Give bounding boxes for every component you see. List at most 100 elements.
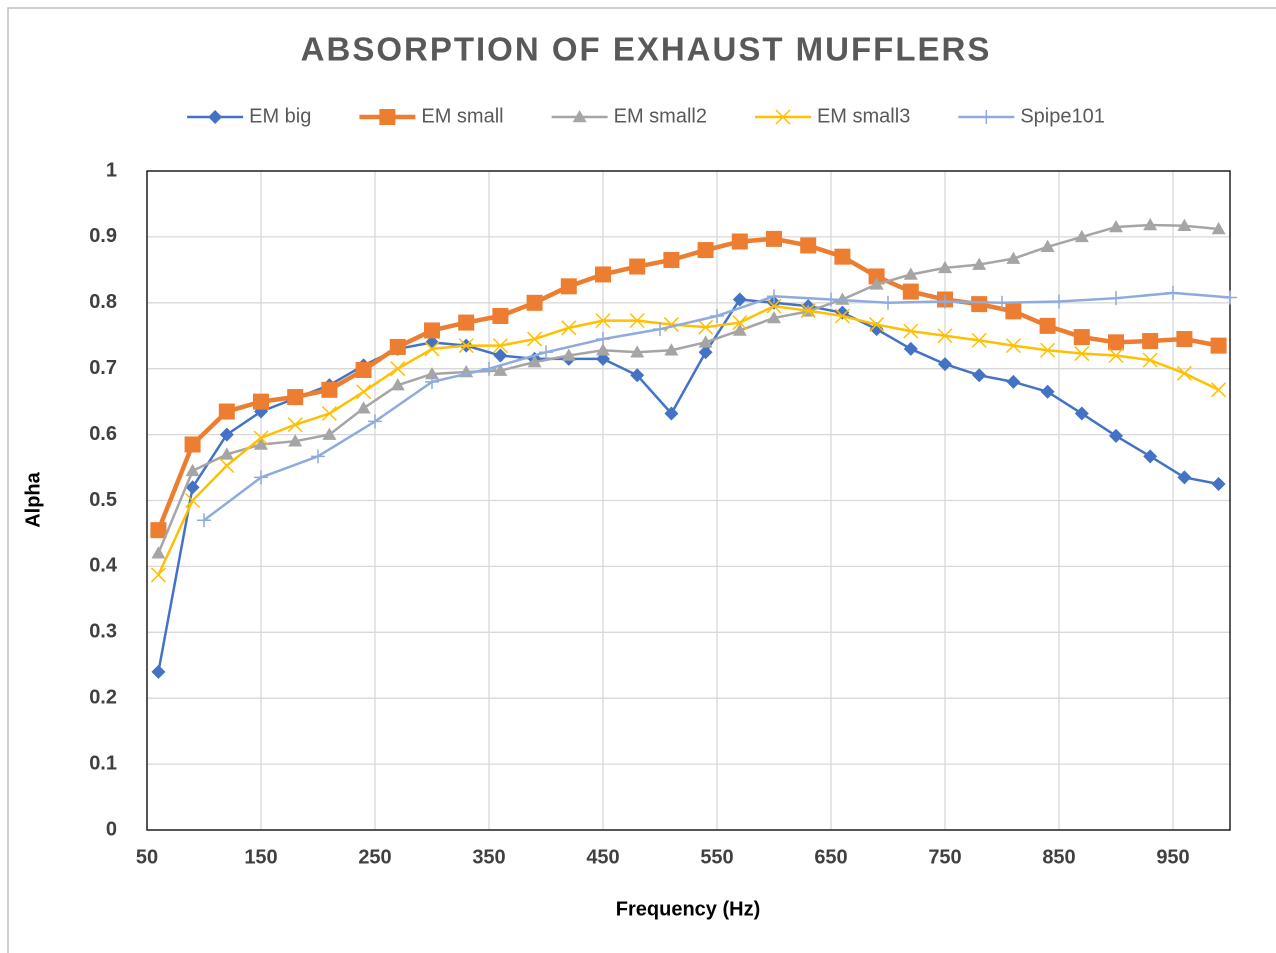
marker <box>389 338 406 355</box>
marker <box>390 361 406 377</box>
marker <box>219 447 234 460</box>
marker <box>1211 221 1226 235</box>
marker <box>710 308 724 323</box>
legend-item: EM big <box>187 105 311 127</box>
marker <box>185 463 200 477</box>
marker <box>425 374 439 389</box>
marker <box>526 294 543 311</box>
marker <box>253 430 269 446</box>
y-axis-label: Alpha <box>22 471 44 527</box>
marker <box>1006 374 1021 389</box>
marker <box>664 406 679 421</box>
marker <box>732 292 747 307</box>
marker <box>527 331 543 347</box>
marker <box>938 260 952 274</box>
marker <box>458 314 475 331</box>
y-tick-label: 0.1 <box>89 752 117 774</box>
x-tick-label: 250 <box>358 846 391 868</box>
marker <box>629 258 646 275</box>
marker <box>197 513 211 528</box>
marker <box>321 381 338 398</box>
marker <box>995 295 1009 310</box>
legend-label: EM small2 <box>614 105 707 127</box>
marker <box>288 434 303 447</box>
marker <box>150 567 166 583</box>
marker <box>561 348 576 361</box>
marker <box>185 480 200 495</box>
marker <box>150 522 167 539</box>
marker <box>561 320 577 336</box>
marker <box>800 237 817 254</box>
marker <box>1074 346 1090 362</box>
x-tick-label: 450 <box>586 846 619 868</box>
marker <box>1109 428 1123 443</box>
marker <box>800 303 816 319</box>
marker <box>1223 290 1237 305</box>
marker <box>322 427 337 440</box>
x-tick-label: 150 <box>244 846 277 868</box>
marker <box>493 363 508 376</box>
marker <box>321 405 337 422</box>
marker <box>903 267 918 280</box>
y-tick-label: 0 <box>106 818 117 840</box>
marker <box>902 283 919 300</box>
marker <box>1040 342 1056 358</box>
marker <box>539 345 553 360</box>
marker <box>219 427 234 442</box>
marker <box>355 362 372 379</box>
marker <box>425 366 439 380</box>
marker <box>287 417 303 433</box>
y-tick-label: 0.5 <box>89 489 117 511</box>
marker <box>698 335 713 348</box>
marker <box>1109 220 1123 233</box>
y-tick-label: 1 <box>106 159 117 181</box>
chart-title: ABSORPTION OF EXHAUST MUFFLERS <box>301 31 992 68</box>
marker <box>1211 382 1227 398</box>
marker <box>1143 449 1158 464</box>
marker <box>219 458 235 474</box>
x-tick-label: 650 <box>814 846 847 868</box>
marker <box>971 332 987 348</box>
marker <box>937 328 953 344</box>
marker <box>1166 285 1180 300</box>
legend-label: EM small3 <box>817 105 910 127</box>
marker <box>1143 218 1158 231</box>
y-tick-label: 0.4 <box>89 555 118 577</box>
marker <box>834 248 851 265</box>
series-line <box>157 223 1219 554</box>
marker <box>834 308 850 324</box>
marker <box>458 338 474 354</box>
marker <box>254 470 268 485</box>
x-tick-label: 750 <box>928 846 961 868</box>
marker <box>1039 317 1056 334</box>
marker <box>1177 470 1192 485</box>
marker <box>732 323 747 336</box>
y-tick-label: 0.8 <box>89 291 117 313</box>
y-tick-label: 0.9 <box>89 225 117 247</box>
marker <box>868 268 885 285</box>
marker <box>253 393 269 410</box>
marker <box>697 242 714 259</box>
marker <box>1005 338 1021 354</box>
marker <box>1210 337 1227 354</box>
legend-marker <box>572 110 587 123</box>
marker <box>653 322 667 337</box>
marker <box>356 384 372 400</box>
marker <box>629 313 645 329</box>
marker <box>493 348 508 363</box>
x-axis-label: Frequency (Hz) <box>616 898 760 920</box>
legend-marker <box>379 109 396 125</box>
marker <box>492 338 508 354</box>
legend-item: EM small2 <box>551 105 707 127</box>
marker <box>766 298 782 314</box>
y-tick-label: 0.6 <box>89 423 117 445</box>
marker <box>767 310 781 324</box>
y-tick-label: 0.3 <box>89 621 117 643</box>
marker <box>903 341 918 356</box>
marker <box>595 266 611 283</box>
legend-marker <box>979 110 994 124</box>
marker <box>972 257 987 270</box>
legend-marker <box>208 110 223 124</box>
marker <box>218 403 235 420</box>
